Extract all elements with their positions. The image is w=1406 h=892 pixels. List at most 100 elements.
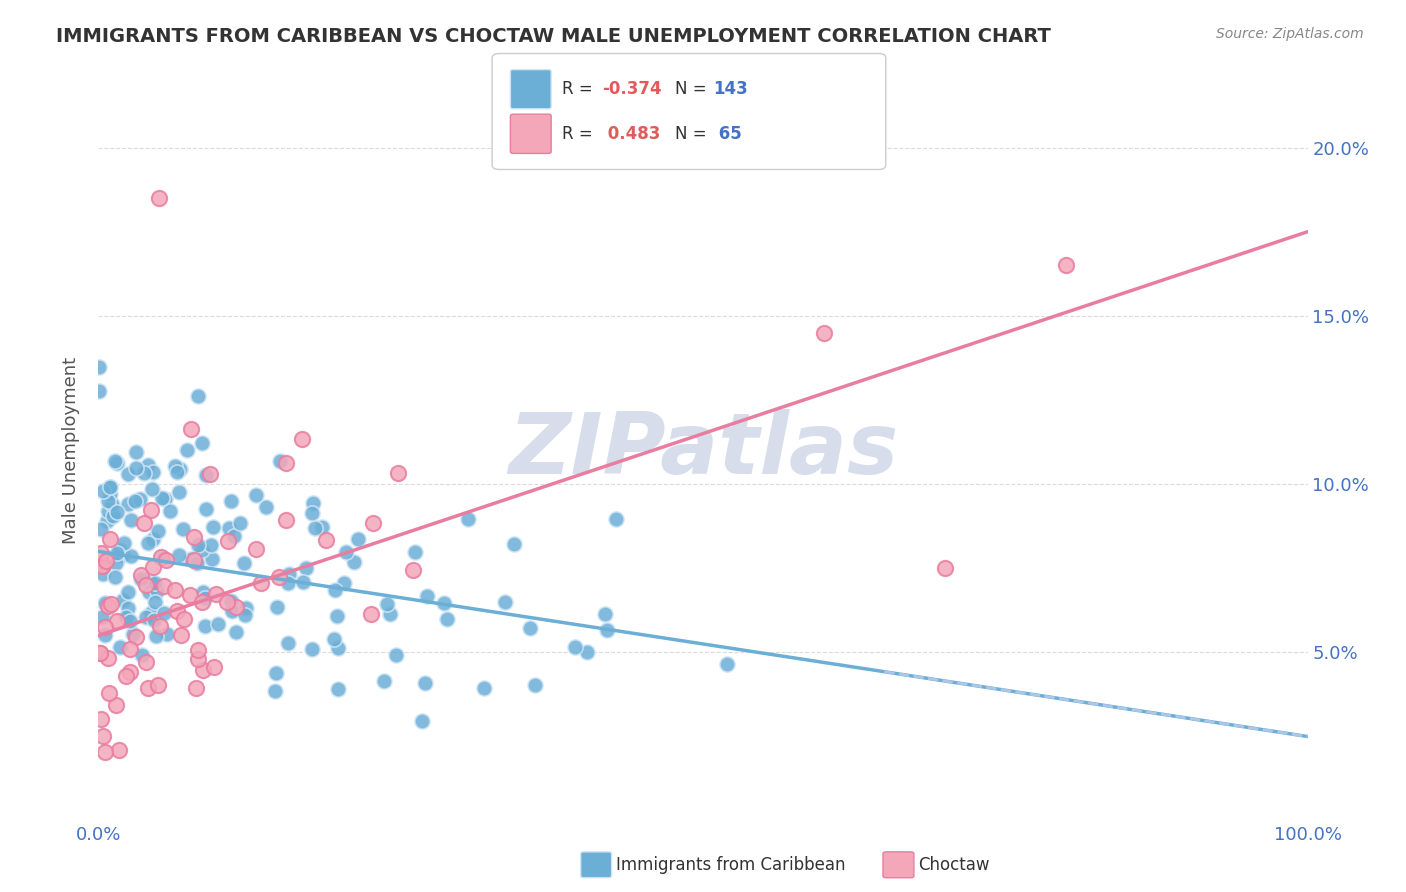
Text: R =: R = — [562, 80, 599, 98]
Point — [235, 601, 257, 615]
Point — [131, 648, 153, 662]
Point — [233, 607, 256, 622]
Point — [201, 552, 224, 566]
Point — [96, 514, 118, 528]
Point — [221, 603, 243, 617]
Point — [413, 676, 436, 690]
Text: N =: N = — [675, 125, 711, 143]
Point — [90, 546, 112, 560]
Point — [98, 480, 121, 494]
Point — [290, 432, 312, 446]
Point — [191, 595, 214, 609]
Point — [94, 628, 117, 642]
Point — [186, 556, 208, 570]
Point — [416, 590, 439, 604]
Point — [207, 617, 229, 632]
Point — [322, 632, 344, 647]
Text: 65: 65 — [713, 125, 741, 143]
Point — [117, 467, 139, 481]
Point — [266, 666, 288, 681]
Point — [108, 743, 131, 757]
Text: Choctaw: Choctaw — [918, 856, 990, 874]
Point — [94, 745, 117, 759]
Point — [94, 620, 117, 634]
Point — [120, 513, 142, 527]
Point — [91, 558, 114, 573]
Point — [278, 566, 301, 581]
Point — [373, 673, 395, 688]
Point — [494, 595, 516, 609]
Point — [124, 494, 146, 508]
Point — [187, 389, 209, 403]
Point — [103, 509, 125, 524]
Point — [97, 493, 120, 508]
Point — [98, 487, 121, 501]
Point — [141, 483, 163, 497]
Point — [269, 453, 291, 467]
Point — [502, 537, 524, 551]
Point — [187, 642, 209, 657]
Point — [153, 607, 176, 621]
Point — [224, 529, 246, 543]
Point — [120, 665, 142, 679]
Point — [184, 681, 207, 695]
Point — [225, 624, 247, 639]
Point — [326, 682, 349, 697]
Point — [148, 524, 170, 538]
Point — [402, 563, 425, 577]
Point — [104, 569, 127, 583]
Point — [105, 557, 128, 571]
Y-axis label: Male Unemployment: Male Unemployment — [62, 357, 80, 544]
Point — [183, 553, 205, 567]
Point — [219, 594, 242, 608]
Point — [361, 516, 384, 531]
Point — [218, 521, 240, 535]
Point — [139, 503, 162, 517]
Point — [97, 599, 120, 614]
Point — [326, 608, 349, 623]
Point — [145, 576, 167, 591]
Point — [91, 729, 114, 743]
Point — [129, 492, 152, 507]
Point — [142, 465, 165, 479]
Point — [564, 640, 586, 654]
Point — [91, 609, 114, 624]
Point — [167, 548, 190, 562]
Point — [1054, 258, 1077, 272]
Point — [104, 454, 127, 468]
Point — [332, 575, 354, 590]
Point — [105, 614, 128, 628]
Point — [98, 532, 121, 546]
Point — [576, 645, 599, 659]
Point — [135, 610, 157, 624]
Point — [187, 652, 209, 666]
Point — [143, 595, 166, 609]
Point — [187, 538, 209, 552]
Point — [813, 326, 835, 340]
Point — [433, 596, 456, 610]
Point — [142, 613, 165, 627]
Point — [219, 494, 242, 508]
Point — [129, 572, 152, 586]
Point — [191, 664, 214, 678]
Point — [153, 579, 176, 593]
Point — [404, 545, 426, 559]
Point — [179, 588, 201, 602]
Point — [360, 607, 382, 621]
Point — [202, 520, 225, 534]
Point — [245, 542, 267, 557]
Point — [176, 443, 198, 458]
Point — [125, 445, 148, 459]
Point — [145, 629, 167, 643]
Point — [153, 492, 176, 507]
Point — [97, 651, 120, 665]
Point — [254, 500, 277, 514]
Point — [245, 488, 267, 502]
Point — [173, 612, 195, 626]
Point — [155, 627, 177, 641]
Point — [115, 669, 138, 683]
Point — [101, 497, 124, 511]
Text: ZIPatlas: ZIPatlas — [508, 409, 898, 492]
Point — [90, 712, 112, 726]
Point — [145, 583, 167, 598]
